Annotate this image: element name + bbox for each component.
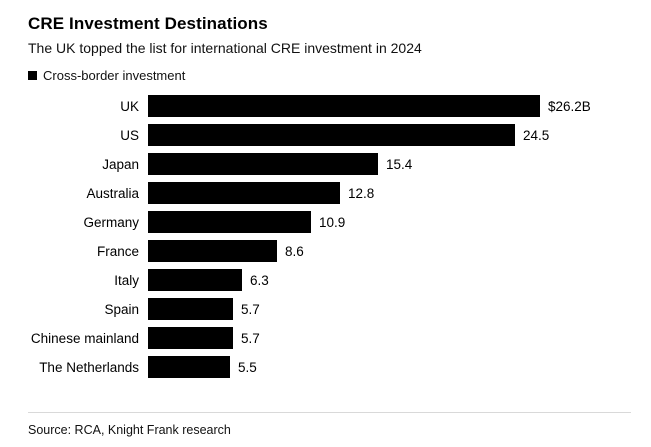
bar — [148, 124, 515, 146]
bar-row: Australia 12.8 — [28, 182, 631, 204]
value-label: 8.6 — [285, 243, 304, 259]
bar — [148, 95, 540, 117]
value-label: $26.2B — [548, 98, 591, 114]
bar-row: US 24.5 — [28, 124, 631, 146]
bar-row: France 8.6 — [28, 240, 631, 262]
source-note: Source: RCA, Knight Frank research — [28, 412, 631, 437]
category-label: Australia — [86, 185, 139, 201]
bar-row: Japan 15.4 — [28, 153, 631, 175]
legend: Cross-border investment — [28, 68, 631, 83]
category-label: Spain — [104, 301, 139, 317]
category-label: UK — [120, 98, 139, 114]
value-label: 24.5 — [523, 127, 550, 143]
category-label: Italy — [114, 272, 139, 288]
value-label: 6.3 — [250, 272, 269, 288]
bar — [148, 356, 230, 378]
bar-row: Italy 6.3 — [28, 269, 631, 291]
bar — [148, 153, 378, 175]
value-label: 15.4 — [386, 156, 413, 172]
bar — [148, 211, 311, 233]
bar-row: The Netherlands 5.5 — [28, 356, 631, 378]
bar-row: UK $26.2B — [28, 95, 631, 117]
chart-title: CRE Investment Destinations — [28, 14, 268, 33]
category-label: US — [120, 127, 139, 143]
bar-chart: UK $26.2B US 24.5 Japan 15.4 Australia 12.8 Germ… — [28, 95, 631, 378]
value-label: 12.8 — [348, 185, 375, 201]
category-label: Germany — [83, 214, 139, 230]
bar-row: Chinese mainland 5.7 — [28, 327, 631, 349]
bar-row: Spain 5.7 — [28, 298, 631, 320]
value-label: 5.7 — [241, 330, 260, 346]
bar — [148, 182, 340, 204]
bar — [148, 298, 233, 320]
value-label: 5.5 — [238, 359, 257, 375]
bar — [148, 240, 277, 262]
chart-subtitle: The UK topped the list for international… — [28, 40, 422, 56]
category-label: Japan — [102, 156, 139, 172]
legend-label: Cross-border investment — [43, 68, 186, 83]
category-label: France — [96, 243, 139, 259]
bar-row: Germany 10.9 — [28, 211, 631, 233]
category-label: Chinese mainland — [30, 330, 139, 346]
bar — [148, 327, 233, 349]
value-label: 5.7 — [241, 301, 260, 317]
category-label: The Netherlands — [39, 359, 139, 375]
legend-swatch-icon — [28, 71, 37, 80]
value-label: 10.9 — [319, 214, 346, 230]
bar — [148, 269, 242, 291]
